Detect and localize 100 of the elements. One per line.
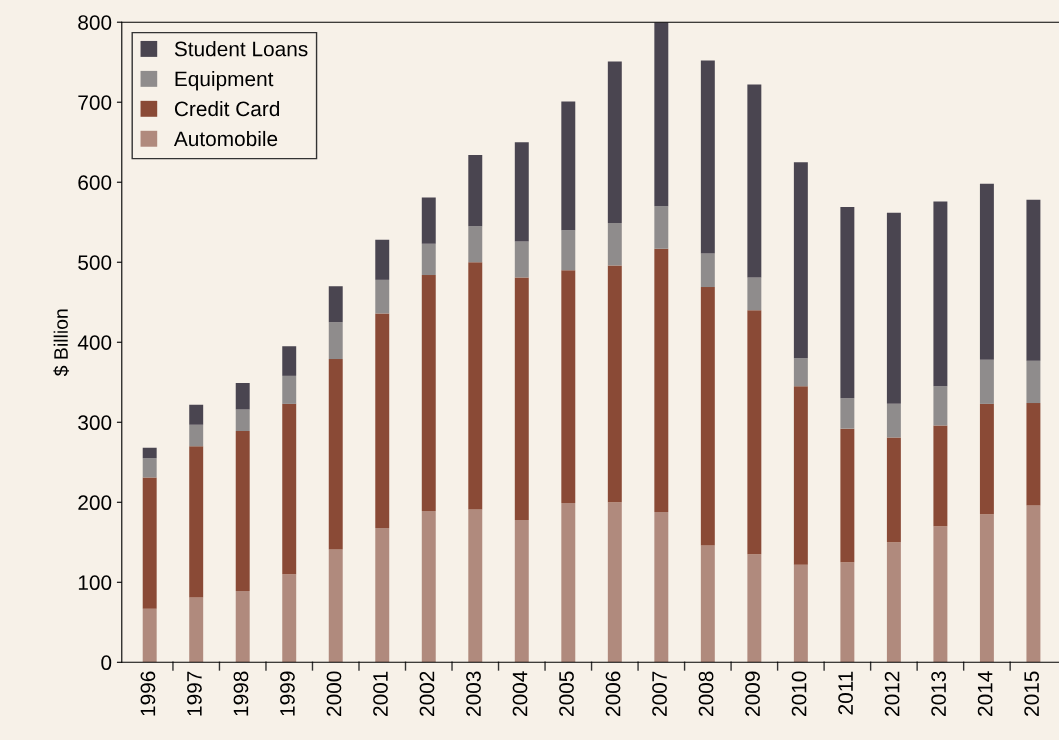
x-tick-label: 2013 bbox=[931, 671, 946, 716]
legend-label: Equipment bbox=[175, 71, 274, 91]
bar bbox=[654, 22, 669, 207]
bar bbox=[561, 101, 576, 231]
bar bbox=[700, 60, 715, 254]
bar bbox=[654, 511, 669, 663]
bar bbox=[561, 503, 576, 663]
bar bbox=[142, 608, 157, 663]
bar bbox=[189, 446, 204, 598]
bar bbox=[375, 313, 390, 528]
bar bbox=[468, 226, 483, 263]
bar bbox=[1026, 199, 1041, 361]
bar bbox=[282, 346, 297, 376]
x-tick-label: 2010 bbox=[791, 671, 807, 716]
bar bbox=[282, 574, 297, 663]
bar bbox=[747, 554, 762, 663]
x-tick-label: 2008 bbox=[698, 671, 714, 716]
bar bbox=[235, 383, 250, 410]
bar bbox=[607, 223, 622, 266]
bar bbox=[700, 287, 715, 546]
x-tick-label: 2001 bbox=[373, 671, 388, 716]
bar bbox=[840, 562, 855, 663]
bar bbox=[793, 386, 808, 565]
bar bbox=[235, 431, 250, 592]
y-tick-label: 100 bbox=[78, 575, 112, 591]
x-tick-label: 1999 bbox=[280, 671, 295, 716]
bar bbox=[933, 201, 948, 387]
bar bbox=[235, 591, 250, 663]
bar bbox=[840, 398, 855, 429]
bar bbox=[328, 359, 343, 550]
bar bbox=[793, 564, 808, 663]
y-tick-label: 800 bbox=[78, 15, 112, 30]
bar bbox=[189, 424, 204, 447]
x-tick-label: 2011 bbox=[838, 671, 853, 715]
bar bbox=[142, 447, 157, 459]
y-tick-label: 700 bbox=[78, 95, 112, 110]
bar bbox=[468, 262, 483, 510]
bar bbox=[235, 409, 250, 432]
bar bbox=[328, 549, 343, 663]
bar bbox=[1026, 403, 1041, 506]
bar bbox=[421, 243, 436, 276]
bar bbox=[700, 545, 715, 663]
bar bbox=[514, 142, 529, 242]
x-tick-label: 2002 bbox=[419, 671, 435, 716]
bar bbox=[747, 277, 762, 311]
bar bbox=[189, 597, 204, 663]
bar bbox=[1026, 505, 1041, 663]
bar bbox=[886, 403, 901, 438]
y-tick-label: 400 bbox=[77, 335, 112, 350]
x-tick-label: 2000 bbox=[326, 671, 342, 716]
bar bbox=[328, 322, 343, 360]
bar bbox=[933, 425, 948, 527]
x-tick-label: 2005 bbox=[559, 671, 574, 716]
bar bbox=[654, 206, 669, 249]
bar bbox=[886, 212, 901, 404]
bar bbox=[933, 526, 948, 663]
bar bbox=[607, 265, 622, 503]
bar bbox=[282, 375, 297, 404]
bar bbox=[886, 437, 901, 543]
x-tick-label: 2006 bbox=[605, 671, 621, 716]
bar bbox=[421, 275, 436, 512]
bar bbox=[561, 230, 576, 271]
bar bbox=[421, 511, 436, 663]
bar bbox=[979, 514, 994, 663]
bar bbox=[421, 197, 436, 244]
bar bbox=[1026, 360, 1041, 404]
bar bbox=[468, 155, 483, 227]
x-tick-label: 2009 bbox=[745, 671, 760, 716]
x-tick-label: 2012 bbox=[884, 671, 900, 716]
y-tick-label: 300 bbox=[78, 415, 112, 431]
bar bbox=[700, 253, 715, 288]
bar bbox=[607, 61, 622, 224]
bar bbox=[933, 386, 948, 426]
legend-label: Automobile bbox=[173, 130, 278, 147]
bar bbox=[654, 248, 669, 512]
bar bbox=[979, 359, 994, 404]
bar bbox=[840, 428, 855, 563]
bar bbox=[979, 403, 994, 515]
bar bbox=[282, 403, 297, 575]
bar bbox=[793, 162, 808, 359]
bar bbox=[514, 277, 529, 520]
bar bbox=[561, 270, 576, 504]
legend-label: Student Loans bbox=[174, 41, 308, 57]
y-tick-label: 200 bbox=[78, 495, 112, 511]
y-tick-label: 500 bbox=[78, 255, 112, 270]
bar bbox=[514, 241, 529, 278]
bar bbox=[793, 358, 808, 387]
bar bbox=[979, 183, 994, 360]
x-tick-label: 2007 bbox=[652, 671, 667, 716]
bar bbox=[189, 404, 204, 425]
y-axis-title: $ Billion bbox=[53, 309, 70, 377]
x-tick-label: 1998 bbox=[233, 671, 249, 716]
x-tick-label: 2004 bbox=[512, 671, 528, 716]
bar bbox=[886, 542, 901, 663]
bar bbox=[840, 207, 855, 399]
bar bbox=[142, 477, 157, 609]
x-tick-label: 1997 bbox=[187, 671, 202, 716]
x-tick-label: 2003 bbox=[466, 671, 481, 716]
bar bbox=[514, 519, 529, 663]
bar bbox=[375, 527, 390, 663]
